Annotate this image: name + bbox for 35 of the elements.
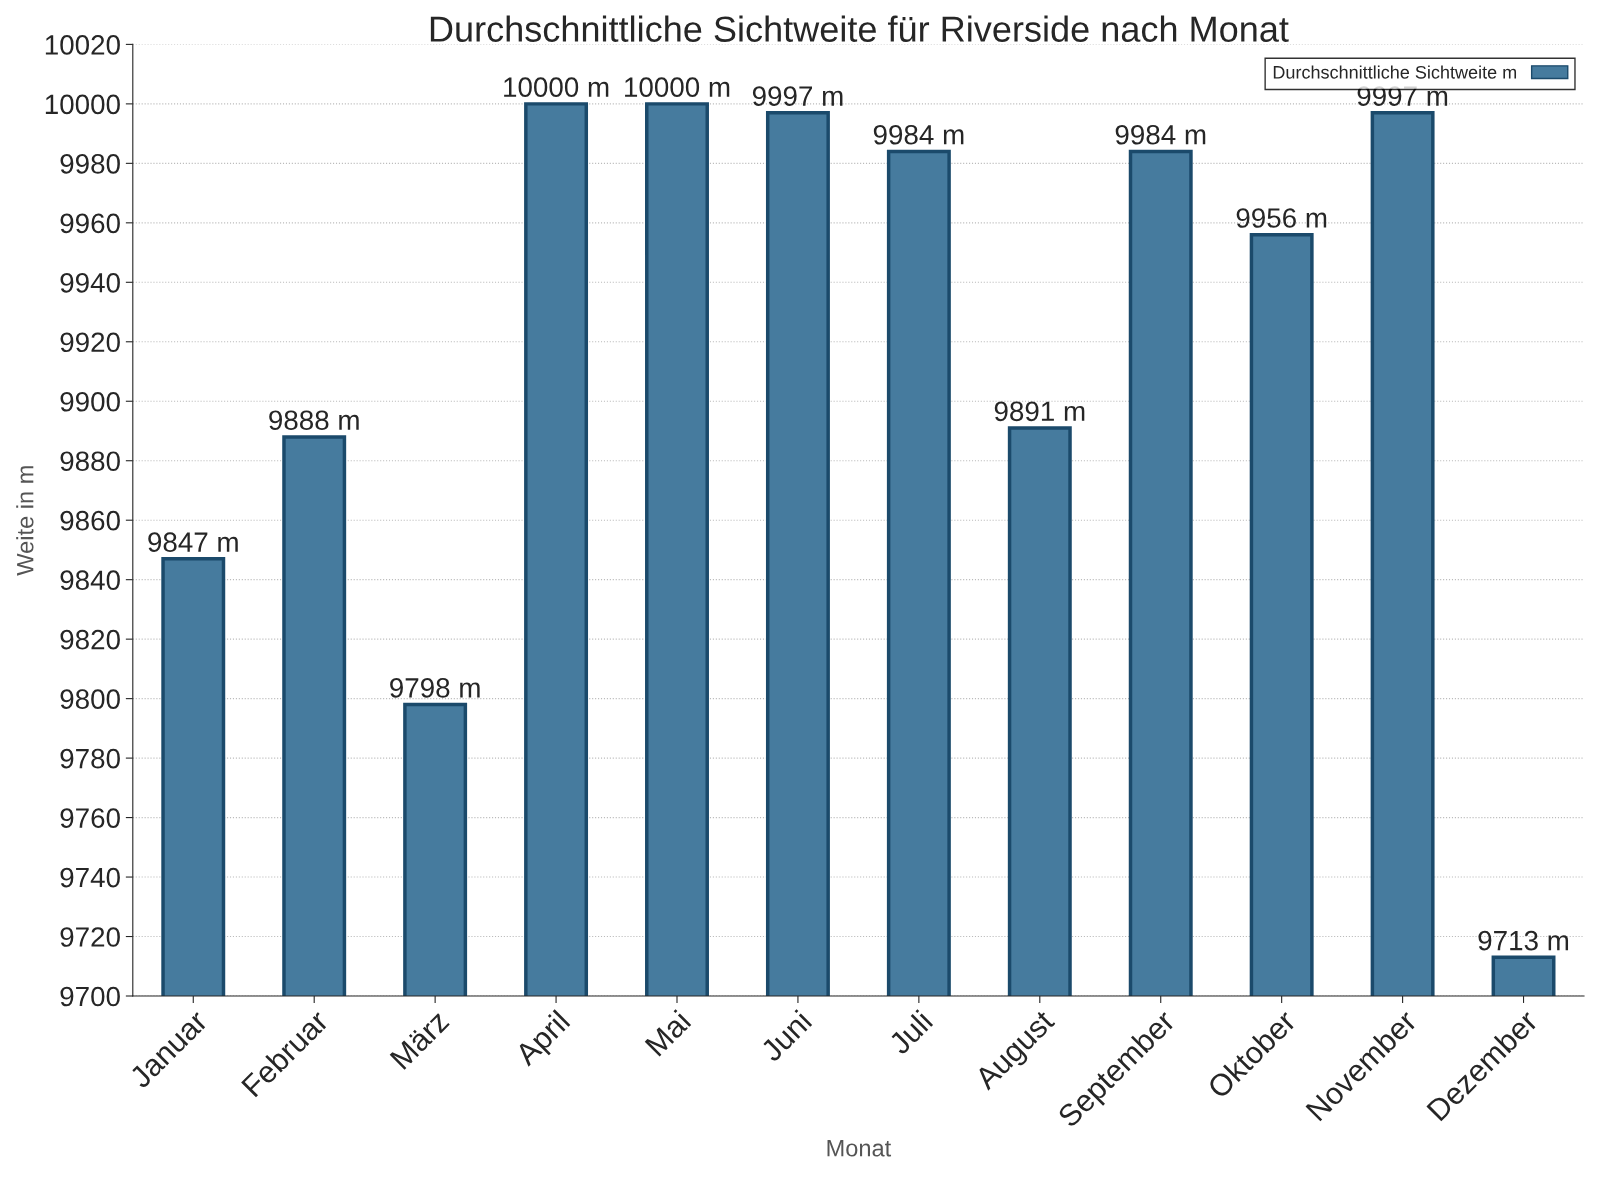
- y-tick-label: 9880: [60, 451, 120, 472]
- y-tick-label: 9820: [60, 629, 120, 650]
- x-tick-label: Mai: [643, 1009, 692, 1057]
- y-tick-label: 10020: [45, 35, 120, 55]
- x-tick-label: Juli: [886, 1009, 934, 1056]
- y-tick-label: 9900: [60, 391, 120, 412]
- data-label: 9713 m: [1478, 930, 1569, 951]
- y-tick-label: 9980: [60, 154, 120, 174]
- y-tick-label: 9800: [60, 689, 120, 709]
- data-label: 9997 m: [752, 86, 843, 106]
- data-label: 9798 m: [390, 678, 480, 698]
- data-label: 9984 m: [873, 124, 964, 145]
- y-tick-label: 9940: [60, 272, 120, 293]
- data-label: 9997 m: [1357, 86, 1448, 106]
- legend-label: Durchschnittliche Sichtweite m: [1273, 65, 1517, 79]
- data-label: 10000 m: [625, 77, 730, 97]
- data-label: 9956 m: [1236, 208, 1327, 228]
- data-label: 9891 m: [994, 401, 1085, 422]
- chart-title: Durchschnittliche Sichtweite für Riverside nach Monat: [430, 15, 1289, 42]
- data-label: 9847 m: [148, 532, 238, 552]
- y-tick-label: 9760: [60, 808, 120, 828]
- y-tick-label: 9920: [60, 332, 120, 353]
- y-tick-label: 9960: [60, 213, 120, 234]
- y-tick-label: 9780: [60, 748, 120, 769]
- y-tick-label: 9860: [60, 510, 120, 531]
- y-axis-title: Weite in m: [16, 466, 34, 576]
- data-label: 9984 m: [1115, 124, 1206, 145]
- y-tick-label: 10000: [45, 94, 120, 115]
- y-tick-label: 9840: [60, 570, 120, 591]
- x-axis-title: Monat: [827, 1140, 892, 1157]
- data-label: 9888 m: [269, 410, 359, 431]
- y-tick-label: 9700: [60, 986, 120, 1007]
- y-tick-label: 9720: [60, 927, 120, 947]
- y-tick-label: 9740: [60, 867, 120, 888]
- data-label: 10000 m: [504, 77, 609, 97]
